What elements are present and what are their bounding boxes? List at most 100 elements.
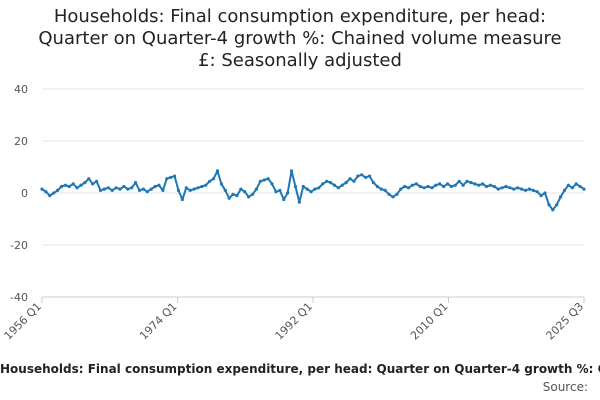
- data-point[interactable]: [516, 186, 520, 190]
- data-point[interactable]: [574, 182, 578, 186]
- data-point[interactable]: [383, 188, 387, 192]
- data-point[interactable]: [250, 192, 255, 196]
- data-point[interactable]: [305, 187, 309, 191]
- data-point[interactable]: [192, 187, 196, 191]
- data-point[interactable]: [87, 177, 91, 181]
- data-point[interactable]: [137, 188, 142, 192]
- data-point[interactable]: [481, 182, 485, 186]
- data-point[interactable]: [118, 187, 122, 191]
- data-point[interactable]: [215, 169, 220, 173]
- data-point[interactable]: [461, 183, 465, 187]
- data-point[interactable]: [430, 186, 434, 190]
- data-point[interactable]: [44, 190, 48, 194]
- data-point[interactable]: [360, 173, 364, 177]
- data-point[interactable]: [48, 194, 52, 198]
- data-point[interactable]: [313, 187, 317, 191]
- data-point[interactable]: [582, 187, 586, 191]
- data-point[interactable]: [223, 188, 227, 192]
- data-point[interactable]: [395, 192, 399, 196]
- data-point[interactable]: [169, 175, 173, 179]
- data-point[interactable]: [570, 186, 574, 190]
- data-point[interactable]: [196, 186, 200, 190]
- data-point[interactable]: [364, 175, 368, 179]
- data-point[interactable]: [301, 184, 305, 189]
- data-point[interactable]: [63, 183, 67, 187]
- data-point[interactable]: [110, 188, 114, 192]
- data-point[interactable]: [375, 184, 379, 189]
- data-point[interactable]: [161, 188, 165, 192]
- data-point[interactable]: [309, 190, 313, 194]
- data-point[interactable]: [453, 183, 457, 187]
- data-point[interactable]: [239, 187, 243, 191]
- data-point[interactable]: [211, 177, 216, 181]
- data-point[interactable]: [442, 184, 446, 189]
- data-point[interactable]: [258, 179, 262, 183]
- data-point[interactable]: [321, 182, 325, 186]
- data-point[interactable]: [243, 190, 247, 194]
- data-point[interactable]: [278, 188, 282, 192]
- data-point[interactable]: [274, 190, 278, 194]
- data-point[interactable]: [445, 182, 450, 186]
- data-point[interactable]: [282, 197, 286, 202]
- data-point[interactable]: [184, 186, 188, 190]
- data-point[interactable]: [492, 184, 496, 189]
- data-point[interactable]: [106, 186, 110, 190]
- data-point[interactable]: [149, 187, 153, 191]
- data-point[interactable]: [469, 181, 473, 185]
- data-point[interactable]: [523, 188, 528, 192]
- data-point[interactable]: [289, 169, 294, 173]
- data-point[interactable]: [422, 186, 426, 190]
- data-point[interactable]: [547, 203, 551, 207]
- data-point[interactable]: [473, 182, 477, 186]
- data-point[interactable]: [71, 182, 75, 186]
- data-point[interactable]: [391, 195, 395, 199]
- data-point[interactable]: [387, 192, 391, 196]
- data-point[interactable]: [231, 192, 235, 196]
- data-point[interactable]: [145, 190, 149, 194]
- data-point[interactable]: [165, 177, 169, 181]
- data-point[interactable]: [79, 183, 83, 187]
- data-point[interactable]: [418, 184, 422, 189]
- data-point[interactable]: [254, 187, 259, 191]
- data-point[interactable]: [153, 184, 157, 189]
- data-point[interactable]: [67, 184, 71, 189]
- data-point[interactable]: [348, 177, 352, 181]
- data-point[interactable]: [344, 181, 348, 185]
- data-point[interactable]: [496, 187, 500, 191]
- data-point[interactable]: [204, 183, 208, 187]
- data-point[interactable]: [180, 197, 184, 202]
- data-point[interactable]: [520, 187, 524, 191]
- data-point[interactable]: [188, 188, 192, 192]
- data-point[interactable]: [379, 187, 383, 191]
- data-point[interactable]: [126, 187, 130, 191]
- data-point[interactable]: [488, 183, 493, 187]
- data-point[interactable]: [500, 186, 504, 190]
- data-point[interactable]: [102, 187, 106, 191]
- data-point[interactable]: [449, 184, 454, 189]
- data-point[interactable]: [555, 203, 559, 207]
- data-point[interactable]: [367, 174, 372, 178]
- data-point[interactable]: [371, 181, 376, 185]
- data-point[interactable]: [75, 186, 79, 190]
- data-point[interactable]: [91, 182, 95, 186]
- data-point[interactable]: [114, 186, 118, 190]
- data-point[interactable]: [83, 181, 87, 185]
- data-point[interactable]: [200, 184, 204, 189]
- data-point[interactable]: [336, 186, 340, 190]
- data-point[interactable]: [406, 186, 411, 190]
- data-point[interactable]: [130, 186, 134, 190]
- data-point[interactable]: [227, 196, 231, 200]
- data-point[interactable]: [484, 184, 489, 189]
- data-point[interactable]: [457, 179, 461, 183]
- data-point[interactable]: [328, 181, 333, 185]
- data-point[interactable]: [247, 195, 251, 199]
- data-point[interactable]: [332, 183, 337, 187]
- data-point[interactable]: [219, 182, 223, 186]
- data-point[interactable]: [176, 188, 181, 192]
- data-point[interactable]: [325, 179, 329, 183]
- data-point[interactable]: [286, 191, 290, 195]
- data-point[interactable]: [52, 191, 56, 195]
- data-point[interactable]: [270, 182, 274, 186]
- data-point[interactable]: [172, 174, 177, 178]
- data-point[interactable]: [578, 184, 582, 189]
